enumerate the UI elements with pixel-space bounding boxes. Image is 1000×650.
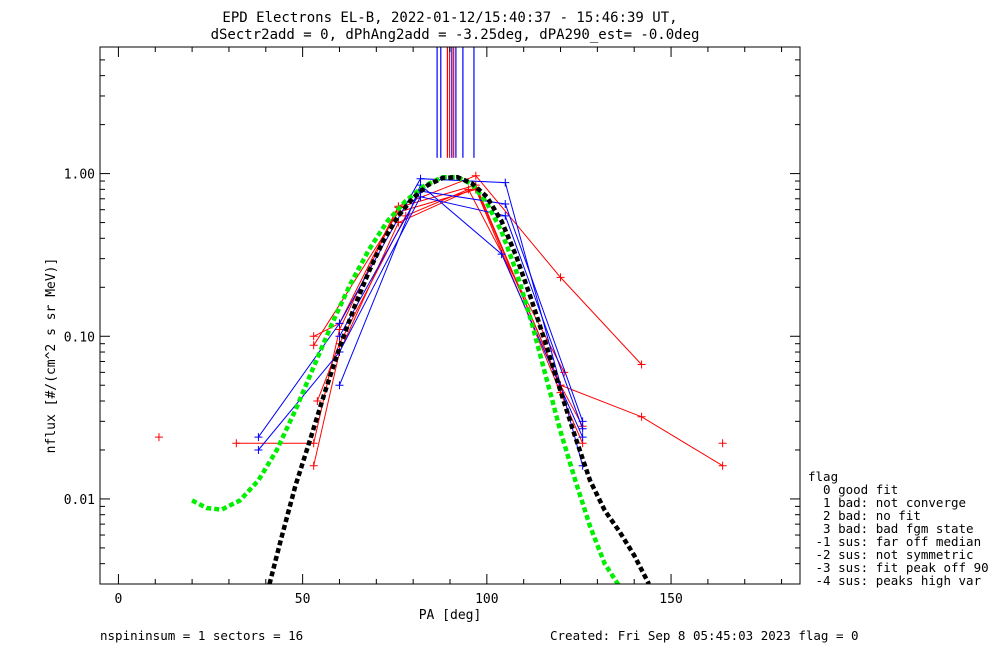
legend-item-8: -4 sus: peaks high var <box>808 573 982 588</box>
data-point-0-7 <box>718 461 727 470</box>
plot-content <box>154 47 727 584</box>
legend-item-6: -2 sus: not symmetric <box>808 547 974 562</box>
data-point-5-3 <box>501 178 510 187</box>
data-point-1-3 <box>471 171 480 180</box>
black_fit-curve <box>267 174 651 584</box>
y-tick-label-1: 0.10 <box>64 330 95 345</box>
plot-area <box>154 47 727 584</box>
chart-title-line2: dSectr2add = 0, dPhAng2add = -3.25deg, d… <box>211 27 700 43</box>
green_fit-curve <box>191 174 621 584</box>
x-tick-label-1: 50 <box>295 592 311 607</box>
chart-title-line1: EPD Electrons EL-B, 2022-01-12/15:40:37 … <box>222 10 677 26</box>
legend-item-3: 2 bad: no fit <box>808 508 921 523</box>
data-point-4-3 <box>464 185 473 194</box>
data-point-6-3 <box>501 211 510 220</box>
data-point-5-1 <box>335 319 344 328</box>
series-line-3 <box>313 186 584 466</box>
lone-point-1 <box>718 439 727 448</box>
x-tick-label-2: 100 <box>475 592 498 607</box>
footer-nspin-sectors: nspininsum = 1 sectors = 16 <box>100 628 303 643</box>
series-line-8 <box>339 190 584 422</box>
data-point-7-0 <box>335 381 344 390</box>
series-line-1 <box>313 175 642 365</box>
data-point-6-0 <box>254 445 263 454</box>
data-point-4-0 <box>313 396 322 405</box>
legend-item-2: 1 bad: not converge <box>808 495 966 510</box>
flag-legend: flag 0 good fit 1 bad: not converge 2 ba… <box>808 469 989 588</box>
data-point-0-6 <box>637 412 646 421</box>
legend-item-1: 0 good fit <box>808 482 898 497</box>
data-point-1-0 <box>309 332 318 341</box>
data-point-7-3 <box>578 433 587 442</box>
footer-created-flag: Created: Fri Sep 8 05:45:03 2023 flag = … <box>550 628 859 643</box>
x-tick-label-0: 0 <box>115 592 123 607</box>
legend-item-0: flag <box>808 469 838 484</box>
x-tick-label-3: 150 <box>659 592 682 607</box>
data-point-1-5 <box>637 360 646 369</box>
data-point-0-0 <box>232 439 241 448</box>
data-point-2-0 <box>309 341 318 350</box>
y-axis-label: nflux [#/(cm^2 s sr MeV)] <box>44 258 59 454</box>
data-point-6-4 <box>578 424 587 433</box>
data-point-8-2 <box>501 200 510 209</box>
legend-item-5: -1 sus: far off median <box>808 534 981 549</box>
data-point-8-3 <box>578 417 587 426</box>
legend-item-7: -3 sus: fit peak off 90 <box>808 560 989 575</box>
y-tick-label-2: 0.01 <box>64 493 95 508</box>
lone-point-0 <box>154 433 163 442</box>
legend-item-4: 3 bad: bad fgm state <box>808 521 974 536</box>
axes: 0 50 100 150 1.00 0.10 0.01 <box>64 46 800 607</box>
x-axis-label: PA [deg] <box>419 608 482 623</box>
series-line-0 <box>236 184 723 467</box>
data-point-3-0 <box>309 461 318 470</box>
series-line-7 <box>339 184 584 438</box>
data-point-1-4 <box>556 273 565 282</box>
y-tick-label-0: 1.00 <box>64 168 95 183</box>
data-point-7-2 <box>497 250 506 259</box>
series-line-4 <box>316 188 565 402</box>
data-point-5-0 <box>254 433 263 442</box>
